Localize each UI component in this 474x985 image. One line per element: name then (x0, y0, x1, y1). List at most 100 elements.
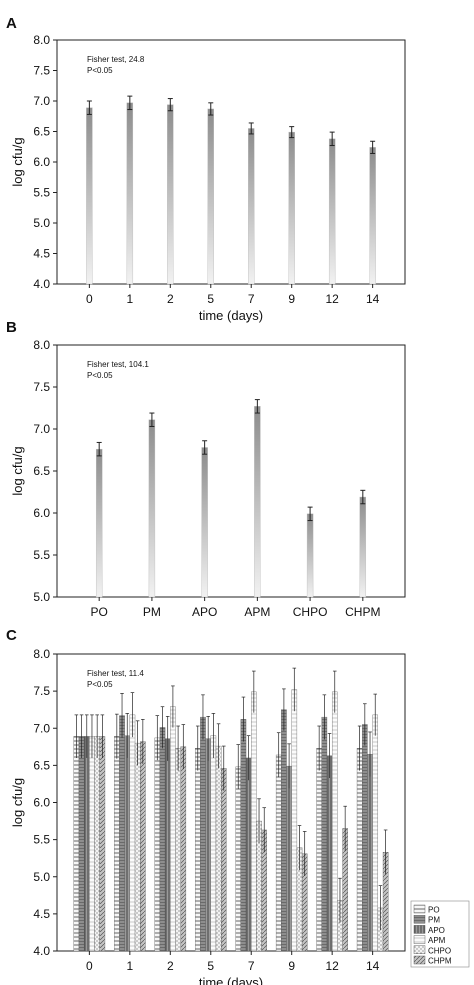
x-tick-label: 12 (325, 292, 339, 306)
y-tick-label: 6.5 (33, 125, 50, 139)
bar-chpo (215, 745, 222, 952)
bar (288, 131, 295, 285)
bar (126, 102, 134, 285)
bar-apo (205, 738, 211, 952)
bar-apo (245, 757, 252, 952)
bar-apo (367, 754, 373, 952)
x-tick-label: 14 (366, 292, 380, 306)
plot-frame (56, 653, 406, 952)
bar-apm (291, 689, 298, 952)
legend-swatch-chpm (413, 955, 426, 965)
bar-pm (119, 715, 125, 952)
bar-apo (164, 738, 171, 952)
y-tick-label: 4.5 (33, 247, 50, 261)
x-tick-label: 7 (248, 959, 255, 973)
legend-label-pm: PM (428, 916, 440, 925)
y-tick-label: 6.5 (33, 464, 50, 478)
bar-apm (331, 691, 338, 952)
bar-po (194, 748, 201, 952)
bar-apo (124, 735, 131, 952)
bar-apm (251, 691, 257, 952)
bar-pm (240, 719, 247, 952)
y-tick-label: 7.0 (33, 422, 50, 436)
fisher-annotation: P<0.05 (87, 680, 113, 689)
legend-swatch-apm (413, 935, 426, 944)
panel-letter-a: A (6, 15, 17, 32)
bar (207, 108, 214, 285)
bar-chpo (94, 736, 100, 952)
x-tick-label: 9 (288, 959, 295, 973)
bar-pm (281, 709, 287, 952)
bar-po (356, 748, 363, 952)
bar (306, 513, 314, 598)
bar-chpo (175, 748, 181, 952)
y-tick-label: 8.0 (33, 33, 50, 47)
bar (254, 406, 261, 598)
x-tick-label: APO (192, 605, 217, 619)
fisher-annotation: Fisher test, 104.1 (87, 360, 149, 369)
bar-apo (286, 765, 292, 952)
x-tick-label: 0 (86, 292, 93, 306)
legend-swatch-apo (413, 925, 426, 934)
bar-po (154, 737, 161, 952)
legend-label-apo: APO (428, 926, 445, 935)
y-tick-label: 7.0 (33, 94, 50, 108)
legend-swatch-po (413, 904, 426, 914)
bar (167, 104, 174, 285)
y-tick-label: 5.5 (33, 186, 50, 200)
x-axis-title: time (days) (199, 308, 263, 323)
x-tick-label: 5 (207, 292, 214, 306)
bar-po (114, 736, 120, 952)
bar-apm (89, 736, 95, 952)
fisher-annotation: P<0.05 (87, 66, 113, 75)
y-axis-title: log cfu/g (10, 137, 25, 186)
x-tick-label: 14 (366, 959, 380, 973)
bar (148, 419, 156, 598)
bar (369, 147, 376, 285)
y-tick-label: 5.0 (33, 870, 50, 884)
bar-apm (129, 714, 136, 952)
x-tick-label: CHPM (345, 605, 380, 619)
x-tick-label: 12 (325, 959, 339, 973)
bar-pm (200, 716, 206, 952)
legend-swatch-pm (413, 915, 426, 924)
y-tick-label: 4.0 (33, 944, 50, 958)
y-axis-title: log cfu/g (10, 778, 25, 827)
x-tick-label: 5 (207, 959, 214, 973)
x-tick-label: CHPO (293, 605, 328, 619)
bar-po (73, 736, 80, 952)
bar-pm (362, 724, 368, 952)
y-tick-label: 7.0 (33, 721, 50, 735)
x-tick-label: 2 (167, 292, 174, 306)
legend-label-apm: APM (428, 936, 446, 945)
x-tick-label: 1 (126, 292, 133, 306)
y-tick-label: 8.0 (33, 647, 50, 661)
fisher-annotation: Fisher test, 11.4 (87, 669, 144, 678)
x-tick-label: 2 (167, 959, 174, 973)
y-axis-title: log cfu/g (10, 446, 25, 495)
x-tick-label: 1 (126, 959, 133, 973)
bar-apm (170, 706, 176, 952)
y-tick-label: 7.5 (33, 380, 50, 394)
legend-label-chpo: CHPO (428, 946, 451, 955)
bar-chpm (220, 768, 227, 952)
y-tick-label: 8.0 (33, 338, 50, 352)
bar-po (275, 754, 282, 952)
y-tick-label: 6.0 (33, 155, 50, 169)
bar (248, 128, 255, 285)
legend-swatch-chpo (413, 945, 426, 954)
y-tick-label: 6.0 (33, 796, 50, 810)
plot-frame (56, 344, 406, 598)
bar-chpm (140, 741, 146, 952)
legend-label-chpm: CHPM (428, 957, 452, 966)
y-tick-label: 5.0 (33, 590, 50, 604)
bar-apo (326, 755, 333, 952)
x-tick-label: PM (143, 605, 161, 619)
x-tick-label: PO (91, 605, 108, 619)
bar-pm (159, 727, 166, 952)
y-tick-label: 4.5 (33, 907, 50, 921)
bar-pm (78, 736, 85, 952)
panel-letter-c: C (6, 627, 17, 644)
x-tick-label: APM (244, 605, 270, 619)
